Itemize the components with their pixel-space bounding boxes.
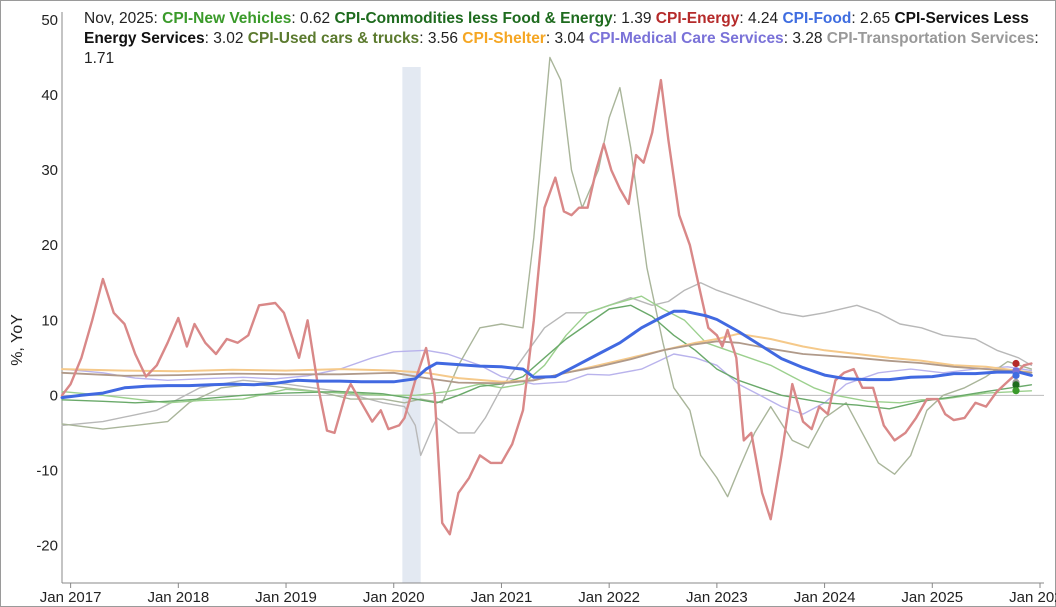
legend-entry-value: 3.56: [427, 30, 458, 47]
legend-entry-sep: :: [739, 10, 748, 27]
y-axis: -20 -10 0 10 20 30 40 50: [36, 12, 1044, 583]
x-tick-label: Jan 2018: [147, 589, 209, 606]
x-axis: Jan 2017 Jan 2018 Jan 2019 Jan 2020 Jan 2021…: [40, 582, 1056, 606]
y-tick-label: 10: [41, 312, 58, 329]
legend-date: Nov, 2025: [84, 10, 154, 27]
legend-entry-value: 3.04: [554, 30, 585, 47]
x-tick-label: Jan 2023: [686, 589, 748, 606]
y-tick-label: 50: [41, 12, 58, 29]
end-marker-dot: [1012, 359, 1020, 368]
series-lines: [60, 56, 1033, 536]
x-tick-label: Jan 2026: [1009, 589, 1056, 606]
legend-entry-value: 0.62: [300, 10, 331, 27]
x-tick-label: Jan 2020: [363, 589, 425, 606]
x-tick-label: Jan 2021: [471, 589, 533, 606]
legend-entry-sep: :: [419, 30, 428, 47]
series-line-cpi-used-cars-trucks: [61, 56, 1033, 498]
legend-entry-value: 3.02: [213, 30, 244, 47]
series-line-cpi-food: [60, 309, 1033, 400]
legend-entry-sep: :: [204, 30, 214, 47]
x-tick-label: Jan 2025: [901, 589, 963, 606]
end-marker-dot: [1012, 387, 1020, 395]
legend-entry-value: 3.28: [792, 30, 823, 47]
legend-date-sep: :: [153, 10, 163, 27]
legend-entry-name: CPI-Shelter: [462, 30, 546, 47]
legend-entry-value: 2.65: [859, 10, 891, 27]
end-marker-dot: [1012, 371, 1020, 380]
recession-band: [402, 67, 421, 583]
y-tick-label: 0: [50, 387, 58, 404]
legend-entry-name: CPI-New Vehicles: [162, 10, 292, 27]
legend-entry: CPI-Commodities less Food & Energy: 1.39: [334, 10, 651, 27]
y-tick-label: 30: [41, 162, 58, 179]
y-tick-label: 40: [41, 87, 58, 104]
legend-entry-sep: :: [1034, 30, 1039, 47]
legend-entries: CPI-New Vehicles: 0.62 CPI-Commodities l…: [84, 10, 1039, 67]
legend-entry-value: 1.39: [621, 10, 652, 27]
series-line-cpi-commodities-less-food-energy: [61, 304, 1033, 410]
series-line-cpi-services-less-energy-services: [61, 340, 1033, 385]
y-tick-label: -10: [36, 462, 58, 479]
legend-entry-sep: :: [851, 10, 860, 27]
legend-entry: CPI-Energy: 4.24: [656, 10, 778, 27]
legend-entry: CPI-Used cars & trucks: 3.56: [248, 30, 458, 47]
recession-shading: [402, 67, 421, 583]
legend-entry-name: CPI-Energy: [655, 10, 740, 27]
legend-entry: CPI-Shelter: 3.04: [462, 30, 584, 47]
legend-entry: CPI-Transportation Services: 1.71: [84, 30, 1039, 67]
series-line-cpi-energy: [60, 78, 1033, 536]
legend-entry-sep: :: [783, 30, 793, 47]
legend-entry-name: CPI-Medical Care Services: [588, 30, 784, 47]
x-tick-label: Jan 2022: [578, 589, 640, 606]
legend-entry: CPI-Services Less Energy Services: 3.02: [84, 10, 1029, 47]
legend-entry: CPI-Food: 2.65: [782, 10, 890, 27]
legend-entry-sep: :: [291, 10, 300, 27]
end-marker-dot: [1012, 381, 1020, 389]
legend-entry-value: 1.71: [84, 50, 115, 67]
y-tick-label: 20: [41, 237, 58, 254]
legend-entry-value: 4.24: [747, 10, 779, 27]
legend-entry-name: CPI-Commodities less Food & Energy: [334, 10, 613, 27]
x-tick-label: Jan 2024: [794, 589, 856, 606]
end-markers: [1012, 359, 1020, 395]
legend-readout: Nov, 2025: CPI-New Vehicles: 0.62 CPI-Co…: [84, 9, 1049, 69]
legend-entry-name: CPI-Services Less Energy Services: [84, 10, 1029, 47]
legend-entry: CPI-New Vehicles: 0.62: [162, 10, 330, 27]
legend-entry-name: CPI-Used cars & trucks: [247, 30, 420, 47]
legend-entry-name: CPI-Food: [782, 10, 852, 27]
legend-entry: CPI-Medical Care Services: 3.28: [589, 30, 823, 47]
y-axis-title: %, YoY: [9, 314, 26, 366]
y-tick-label: -20: [36, 537, 58, 554]
x-tick-label: Jan 2019: [255, 589, 317, 606]
x-tick-label: Jan 2017: [40, 589, 102, 606]
legend-entry-name: CPI-Transportation Services: [826, 30, 1035, 47]
legend-entry-sep: :: [545, 30, 555, 47]
series-line-cpi-shelter: [61, 332, 1033, 383]
legend-entry-sep: :: [612, 10, 622, 27]
